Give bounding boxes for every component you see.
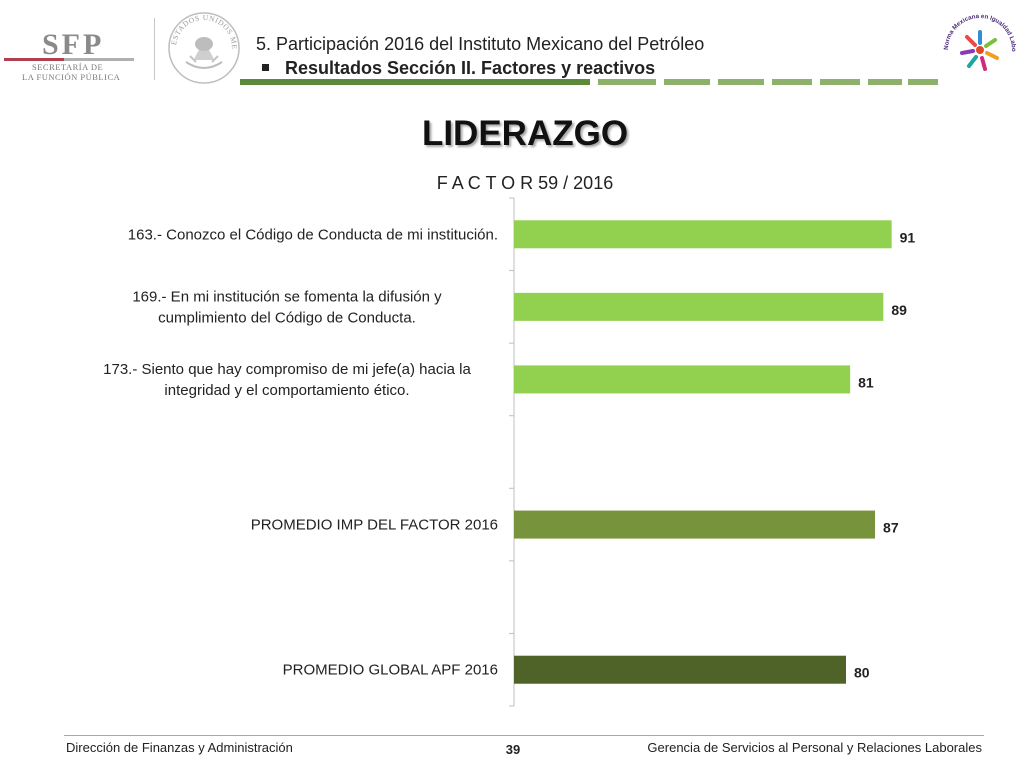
chart-subtitle: F A C T O R 59 / 2016 — [436, 173, 614, 193]
chart-data-label: 81 — [858, 374, 874, 390]
chart-category-labels: 163.- Conozco el Código de Conducta de m… — [103, 226, 498, 678]
chart-data-label: 87 — [883, 520, 899, 536]
header-stripe-segment — [598, 79, 656, 85]
chart-bar — [514, 220, 892, 249]
footer-divider — [64, 735, 984, 736]
chart-category-label: 163.- Conozco el Código de Conducta de m… — [128, 226, 498, 243]
chart-axis — [509, 197, 515, 707]
header-stripe-segment — [820, 79, 860, 85]
chart-data-label: 91 — [900, 229, 916, 245]
chart-category-label: 169.- En mi institución se fomenta la di… — [132, 288, 442, 326]
sfp-logo-grey-bar — [64, 58, 134, 61]
chart-title: LIDERAZGO — [421, 114, 629, 153]
chart-bar — [514, 655, 846, 684]
chart-category-label: 173.- Siento que hay compromiso de mi je… — [103, 361, 471, 399]
header-stripe-segment — [718, 79, 764, 85]
sfp-logo-line1: SECRETARÍA DE — [32, 62, 103, 72]
header-stripe-segment — [664, 79, 710, 85]
header-stripe — [240, 79, 940, 85]
chart-category-label: PROMEDIO GLOBAL APF 2016 — [283, 662, 498, 679]
sfp-logo-initials: SFP — [42, 28, 104, 61]
footer-left-text: Dirección de Finanzas y Administración — [66, 740, 293, 755]
page-number: 39 — [505, 742, 521, 757]
bullet-icon — [262, 63, 269, 71]
chart-bar — [514, 365, 851, 394]
header-title: 5. Participación 2016 del Instituto Mexi… — [256, 34, 705, 54]
chart-bar — [514, 292, 884, 321]
chart-data-label: 89 — [891, 302, 907, 318]
header-stripe-segment — [908, 79, 938, 85]
header-subtitle-text: Resultados Sección II. Factores y reacti… — [285, 58, 656, 78]
sfp-logo-red-bar — [4, 58, 64, 61]
chart-category-label: PROMEDIO IMP DEL FACTOR 2016 — [251, 517, 498, 534]
chart-data-label: 80 — [854, 665, 870, 681]
header-stripe-segment — [772, 79, 812, 85]
header-stripe-segment — [868, 79, 902, 85]
header-divider — [154, 18, 155, 80]
chart-bars: 91 89 81 87 80 — [514, 220, 916, 684]
mexico-seal-icon: ESTADOS UNIDOS MEXICANOS — [166, 10, 240, 84]
chart-bar — [514, 510, 876, 539]
sfp-logo-line2: LA FUNCIÓN PÚBLICA — [22, 72, 121, 82]
sfp-logo: SFP SECRETARÍA DE LA FUNCIÓN PÚBLICA — [4, 28, 134, 82]
footer-right-text: Gerencia de Servicios al Personal y Rela… — [647, 740, 982, 755]
header-stripe-long — [240, 79, 590, 85]
header-subtitle: Resultados Sección II. Factores y reacti… — [262, 58, 655, 79]
norma-igualdad-logo-icon: Norma Mexicana en Igualdad Laboral y No … — [940, 6, 1017, 71]
